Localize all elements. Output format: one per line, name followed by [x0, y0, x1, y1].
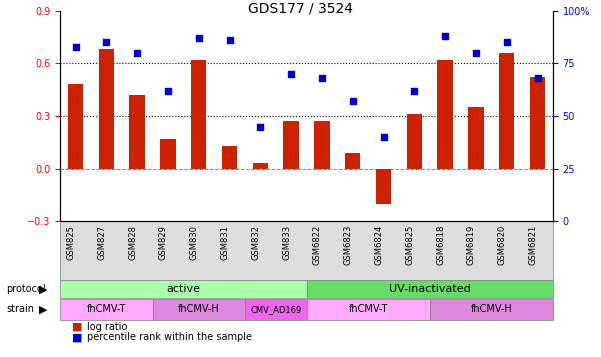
Bar: [191, 60, 206, 169]
Text: GSM825: GSM825: [67, 225, 76, 260]
Text: GSM6820: GSM6820: [498, 225, 507, 265]
Point: [286, 71, 296, 77]
Point: [102, 40, 111, 45]
Text: GSM6821: GSM6821: [528, 225, 537, 265]
Bar: [438, 60, 453, 169]
Text: fhCMV-H: fhCMV-H: [471, 304, 512, 314]
Text: ▶: ▶: [39, 284, 47, 294]
Point: [317, 75, 327, 81]
Bar: [376, 169, 391, 204]
Point: [71, 44, 81, 49]
Point: [379, 134, 388, 140]
Bar: [345, 153, 361, 169]
Point: [471, 50, 481, 56]
Point: [348, 99, 358, 104]
Point: [532, 75, 542, 81]
Text: fhCMV-H: fhCMV-H: [178, 304, 219, 314]
Text: GSM6823: GSM6823: [344, 225, 353, 265]
Text: fhCMV-T: fhCMV-T: [87, 304, 126, 314]
Text: GSM830: GSM830: [190, 225, 199, 260]
Point: [194, 35, 204, 41]
Text: ▶: ▶: [39, 304, 47, 314]
Text: CMV_AD169: CMV_AD169: [250, 305, 301, 314]
Point: [163, 88, 172, 94]
Text: GSM831: GSM831: [221, 225, 230, 260]
Bar: [314, 121, 329, 169]
Text: active: active: [166, 284, 200, 294]
Point: [132, 50, 142, 56]
Text: GSM832: GSM832: [251, 225, 260, 260]
Text: GSM6825: GSM6825: [405, 225, 414, 265]
Bar: [222, 146, 237, 169]
Point: [225, 37, 234, 43]
Text: fhCMV-T: fhCMV-T: [349, 304, 388, 314]
Text: GSM827: GSM827: [97, 225, 106, 260]
Bar: [252, 164, 268, 169]
Bar: [407, 114, 422, 169]
Bar: [160, 139, 175, 169]
Text: GSM833: GSM833: [282, 225, 291, 260]
Bar: [129, 95, 145, 169]
Text: percentile rank within the sample: percentile rank within the sample: [87, 332, 252, 342]
Text: GSM829: GSM829: [159, 225, 168, 260]
Text: log ratio: log ratio: [87, 322, 127, 332]
Bar: [499, 53, 514, 169]
Text: strain: strain: [6, 304, 34, 314]
Text: GDS177 / 3524: GDS177 / 3524: [248, 2, 353, 16]
Point: [502, 40, 511, 45]
Bar: [530, 77, 545, 169]
Text: GSM6819: GSM6819: [467, 225, 476, 265]
Text: protocol: protocol: [6, 284, 46, 294]
Bar: [468, 107, 484, 169]
Text: GSM6818: GSM6818: [436, 225, 445, 265]
Text: ■: ■: [72, 322, 82, 332]
Text: UV-inactivated: UV-inactivated: [389, 284, 471, 294]
Bar: [284, 121, 299, 169]
Point: [409, 88, 419, 94]
Point: [255, 124, 265, 130]
Text: ■: ■: [72, 332, 82, 342]
Bar: [99, 49, 114, 169]
Text: GSM6822: GSM6822: [313, 225, 322, 265]
Bar: [68, 85, 83, 169]
Text: GSM6824: GSM6824: [374, 225, 383, 265]
Text: GSM828: GSM828: [128, 225, 137, 260]
Point: [441, 33, 450, 39]
